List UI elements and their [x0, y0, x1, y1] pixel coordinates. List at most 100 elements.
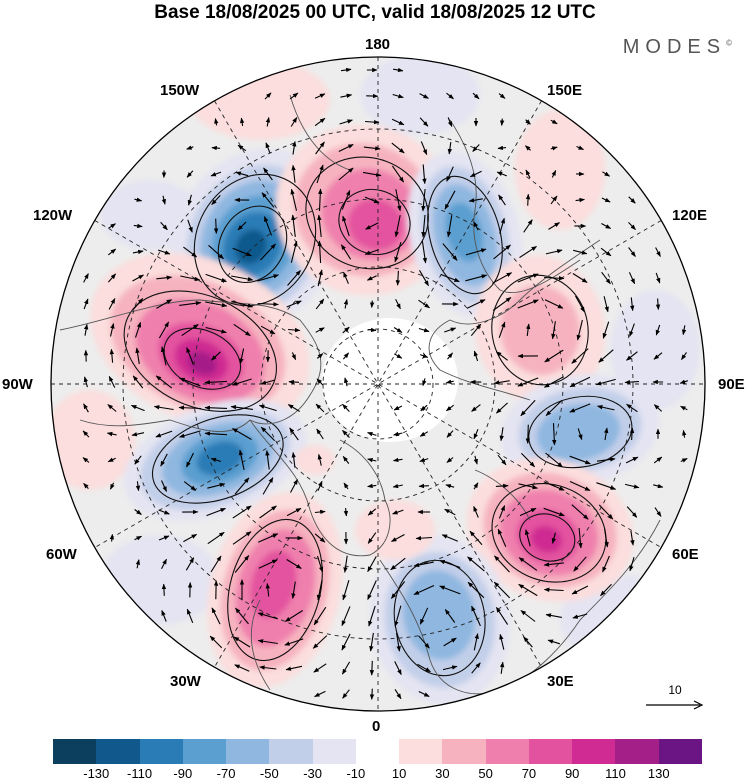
wind-vector: [106, 431, 117, 437]
wind-vector: [187, 194, 193, 206]
wind-vector: [395, 632, 401, 652]
wind-vector: [211, 145, 221, 151]
wind-vector: [107, 273, 117, 283]
wind-vector: [315, 327, 325, 333]
wind-vector: [232, 531, 252, 545]
wind-vector: [604, 427, 609, 441]
wind-vector: [369, 300, 375, 308]
wind-vector: [342, 326, 350, 334]
wind-vector: [624, 483, 640, 489]
wind-vector: [421, 189, 426, 212]
wind-vector: [232, 505, 252, 519]
wind-vector: [342, 352, 350, 360]
wind-vector: [315, 141, 325, 155]
wind-vector: [624, 379, 640, 385]
wind-vector: [473, 505, 479, 518]
wind-vector: [628, 222, 636, 230]
wind-vector: [186, 145, 194, 150]
wind-vector: [178, 405, 202, 410]
wind-vector: [342, 455, 350, 464]
wind-vector: [499, 118, 505, 126]
wind-vector: [368, 605, 376, 627]
wind-vector: [208, 244, 224, 260]
wind-vector: [187, 219, 193, 233]
wind-vector: [471, 605, 481, 627]
wind-vector: [578, 527, 583, 549]
wind-vector: [367, 532, 377, 544]
wind-vector: [629, 323, 635, 337]
wind-vector: [444, 609, 456, 623]
wind-vector: [233, 323, 251, 337]
wind-vector: [83, 323, 89, 336]
wind-vector: [367, 457, 377, 463]
wind-vector: [497, 145, 507, 151]
wind-vector: [576, 319, 583, 341]
wind-vector: [186, 347, 194, 365]
wind-vector: [238, 449, 245, 471]
wind-vector: [494, 555, 510, 573]
wind-vector: [655, 247, 661, 257]
wind-vector: [235, 171, 249, 177]
wind-vector: [131, 432, 145, 437]
wind-vector: [545, 249, 563, 255]
wind-vector: [341, 633, 351, 651]
wind-vector: [257, 612, 278, 620]
wind-vector: [364, 196, 380, 204]
colorbar-tick-label: 110: [605, 766, 626, 781]
wind-vector: [390, 557, 406, 571]
wind-vector: [392, 483, 403, 489]
wind-vector: [204, 405, 228, 410]
wind-vector: [134, 535, 142, 541]
wind-vector: [654, 507, 662, 517]
wind-vector: [258, 404, 277, 412]
colorbar-tick-label: -130: [83, 766, 110, 781]
wind-vector: [108, 298, 116, 310]
wind-vector: [207, 531, 225, 545]
wind-vector: [132, 375, 144, 389]
wind-vector: [552, 423, 557, 446]
wind-vector: [575, 197, 585, 203]
wind-vector: [344, 377, 349, 387]
wind-vector: [445, 484, 455, 489]
wind-vector: [569, 480, 591, 492]
wind-vector: [260, 426, 276, 442]
wind-vector: [233, 636, 251, 648]
chart-title: Base 18/08/2025 00 UTC, valid 18/08/2025…: [154, 2, 596, 23]
wind-vector: [235, 607, 249, 625]
wind-vector: [107, 404, 117, 412]
wind-vector: [133, 223, 143, 229]
wind-vector: [316, 164, 324, 184]
wind-vector: [369, 632, 374, 652]
wind-vector: [443, 637, 457, 647]
wind-vector: [395, 298, 401, 310]
wind-vector: [231, 300, 254, 308]
wind-vector: [258, 559, 278, 569]
wind-vector: [653, 352, 663, 360]
wind-vector: [525, 169, 531, 179]
colorbar-segment: [355, 739, 400, 764]
wind-vector: [260, 325, 276, 335]
wind-vector: [314, 533, 326, 543]
wind-vector: [82, 457, 90, 463]
wind-vector: [134, 455, 142, 465]
wind-vector: [444, 327, 457, 333]
wind-vector: [158, 535, 170, 541]
wind-vector: [469, 530, 483, 546]
wind-vector: [205, 301, 228, 308]
wind-vector: [499, 217, 505, 234]
wind-vector: [291, 451, 296, 468]
wind-vector: [341, 606, 351, 627]
wind-vector: [469, 170, 482, 178]
wind-vector: [289, 92, 299, 100]
colorbar-tick-label: 30: [435, 766, 450, 781]
wind-vector: [291, 214, 296, 237]
wind-vector: [291, 581, 296, 599]
wind-vector: [265, 450, 270, 470]
wind-vector: [544, 299, 564, 309]
wind-vector: [519, 507, 537, 517]
lon-label-120w: 120W: [33, 207, 73, 224]
wind-vector: [284, 638, 304, 646]
wind-vector: [467, 581, 485, 599]
wind-vector: [363, 146, 381, 151]
wind-vector: [160, 221, 168, 231]
